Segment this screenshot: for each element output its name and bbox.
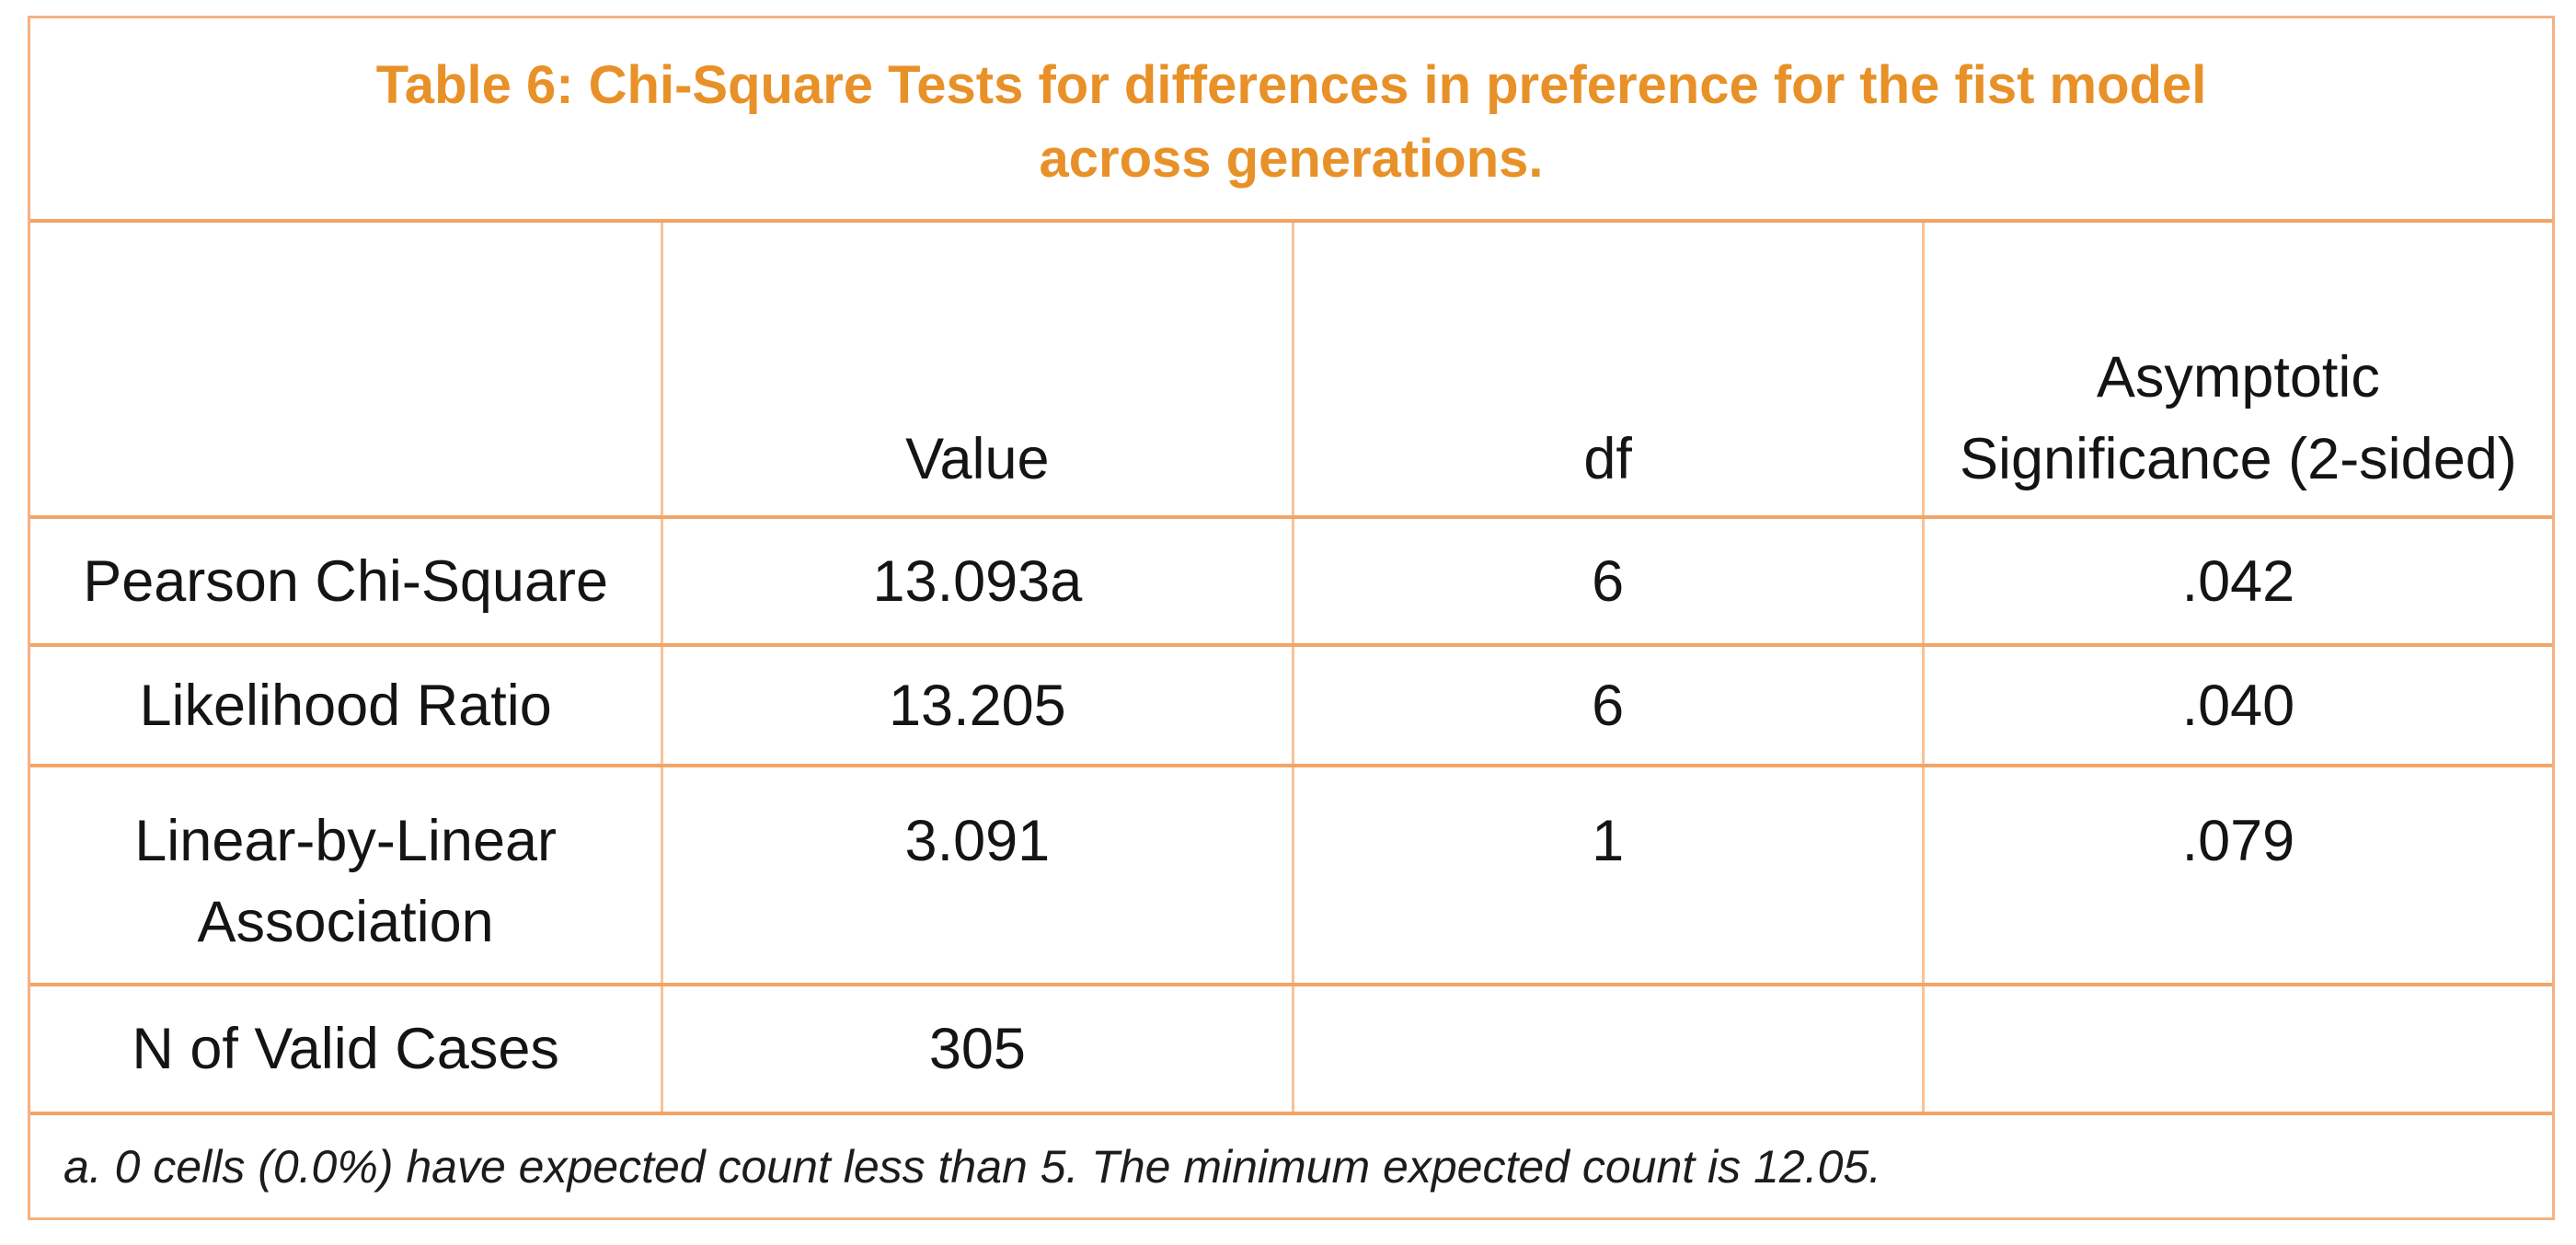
chi-square-table: Table 6: Chi-Square Tests for difference… bbox=[28, 16, 2555, 1220]
header-row: Value df Asymptotic Significance (2-side… bbox=[30, 219, 2552, 515]
table-title-line-1: Table 6: Chi-Square Tests for difference… bbox=[375, 55, 2207, 115]
df-value: 6 bbox=[1592, 548, 1625, 614]
significance-cell: .040 bbox=[1921, 647, 2552, 764]
header-cell-df: df bbox=[1291, 223, 1922, 515]
table-title-line-2: across generations. bbox=[1039, 129, 1544, 189]
value-cell: 3.091 bbox=[661, 767, 1291, 983]
table-row-linear-by-linear-association: Linear-by-Linear Association 3.091 1 .07… bbox=[30, 764, 2552, 983]
df-value: 1 bbox=[1592, 809, 1625, 873]
row-label-cell: Linear-by-Linear Association bbox=[30, 767, 661, 983]
row-label-cell: Pearson Chi-Square bbox=[30, 519, 661, 643]
significance-cell: .042 bbox=[1921, 519, 2552, 643]
significance-cell bbox=[1921, 986, 2552, 1112]
value: 3.091 bbox=[904, 809, 1051, 873]
value: 13.093a bbox=[872, 548, 1083, 614]
header-label-asymptotic-significance: Asymptotic Significance (2-sided) bbox=[1959, 345, 2517, 491]
row-label-cell: Likelihood Ratio bbox=[30, 647, 661, 764]
value-cell: 13.093a bbox=[661, 519, 1291, 643]
df-value: 6 bbox=[1592, 673, 1625, 738]
row-label-cell: N of Valid Cases bbox=[30, 986, 661, 1112]
value-cell: 13.205 bbox=[661, 647, 1291, 764]
header-label-value: Value bbox=[905, 427, 1050, 491]
header-cell-value: Value bbox=[661, 223, 1291, 515]
header-cell-asymptotic-significance: Asymptotic Significance (2-sided) bbox=[1921, 223, 2552, 515]
value-cell: 305 bbox=[661, 986, 1291, 1112]
df-cell: 6 bbox=[1291, 519, 1922, 643]
row-label: N of Valid Cases bbox=[132, 1017, 559, 1081]
df-cell: 6 bbox=[1291, 647, 1922, 764]
significance-value: .079 bbox=[2181, 809, 2295, 873]
value: 13.205 bbox=[889, 673, 1066, 738]
significance-value: .040 bbox=[2181, 673, 2295, 738]
table-row-likelihood-ratio: Likelihood Ratio 13.205 6 .040 bbox=[30, 643, 2552, 764]
header-label-df: df bbox=[1583, 427, 1632, 491]
value: 305 bbox=[928, 1017, 1026, 1081]
table-row-n-of-valid-cases: N of Valid Cases 305 bbox=[30, 983, 2552, 1112]
significance-cell: .079 bbox=[1921, 767, 2552, 983]
table-title: Table 6: Chi-Square Tests for difference… bbox=[30, 18, 2552, 219]
df-cell: 1 bbox=[1291, 767, 1922, 983]
row-label: Pearson Chi-Square bbox=[83, 548, 609, 614]
row-label: Linear-by-Linear Association bbox=[134, 809, 557, 954]
table-footnote: a. 0 cells (0.0%) have expected count le… bbox=[30, 1112, 2552, 1217]
row-label: Likelihood Ratio bbox=[139, 673, 552, 738]
significance-value: .042 bbox=[2181, 548, 2295, 614]
table-row-pearson-chi-square: Pearson Chi-Square 13.093a 6 .042 bbox=[30, 515, 2552, 643]
header-cell-rowlabel bbox=[30, 223, 661, 515]
df-cell bbox=[1291, 986, 1922, 1112]
footnote-text: a. 0 cells (0.0%) have expected count le… bbox=[63, 1140, 1882, 1193]
